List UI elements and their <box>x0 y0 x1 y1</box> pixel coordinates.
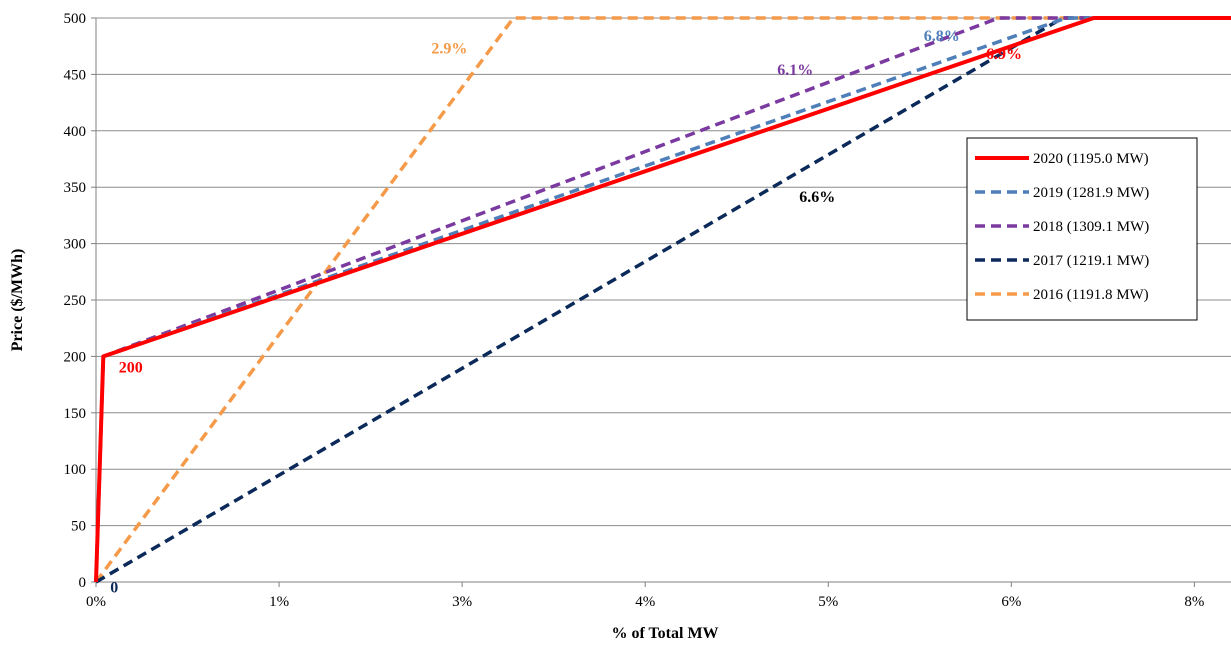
x-tick-label: 6% <box>1001 594 1021 610</box>
x-tick-label: 8% <box>1184 594 1204 610</box>
x-tick-label: 3% <box>452 594 472 610</box>
y-tick-label: 100 <box>64 462 87 478</box>
annotation-label: 6.8% <box>924 28 960 45</box>
legend-box <box>966 137 1198 321</box>
x-tick-label: 1% <box>269 594 289 610</box>
y-tick-label: 400 <box>64 124 87 140</box>
x-tick-label: 4% <box>635 594 655 610</box>
y-tick-label: 300 <box>64 237 87 253</box>
series-line-2017 <box>95 16 1231 584</box>
annotation-label: 0 <box>110 580 118 597</box>
y-axis-title: Price ($/MWh) <box>9 249 26 352</box>
legend-entry: 2016 (1191.8 MW) <box>1033 287 1149 303</box>
y-tick-label: 350 <box>64 180 87 196</box>
legend-entry: 2020 (1195.0 MW) <box>1033 151 1149 167</box>
legend-entry: 2017 (1219.1 MW) <box>1033 253 1149 269</box>
y-tick-label: 450 <box>64 67 87 83</box>
x-tick-label: 0% <box>86 594 106 610</box>
y-tick-label: 0 <box>79 575 87 591</box>
y-tick-label: 500 <box>64 11 87 27</box>
y-tick-label: 200 <box>64 349 87 365</box>
data-annotations: 2.9% 6.1% 6.8% 6.9% 6.6% 200 0 <box>110 28 1022 597</box>
annotation-label: 6.9% <box>986 46 1022 63</box>
series-line-2020 <box>94 16 1231 583</box>
y-tick-label: 150 <box>64 406 87 422</box>
annotation-label: 200 <box>119 360 143 377</box>
series-lines <box>94 16 1231 584</box>
y-tick-label: 50 <box>71 519 86 535</box>
annotation-label: 6.1% <box>777 62 813 79</box>
x-tick-label: 5% <box>818 594 838 610</box>
annotation-label: 2.9% <box>431 40 467 57</box>
x-tick-labels: 0% 1% 3% 4% 5% 6% 8% <box>86 594 1204 610</box>
x-axis-title: % of Total MW <box>611 625 718 642</box>
annotation-label: 6.6% <box>799 189 835 206</box>
y-tick-labels: 0 50 100 150 200 250 300 350 400 450 500 <box>64 11 87 591</box>
y-tick-label: 250 <box>64 293 87 309</box>
legend-entry: 2019 (1281.9 MW) <box>1033 185 1149 201</box>
legend: 2020 (1195.0 MW) 2019 (1281.9 MW) 2018 (13… <box>966 137 1198 321</box>
series-line-2016 <box>94 16 1231 584</box>
legend-entry: 2018 (1309.1 MW) <box>1033 219 1149 235</box>
